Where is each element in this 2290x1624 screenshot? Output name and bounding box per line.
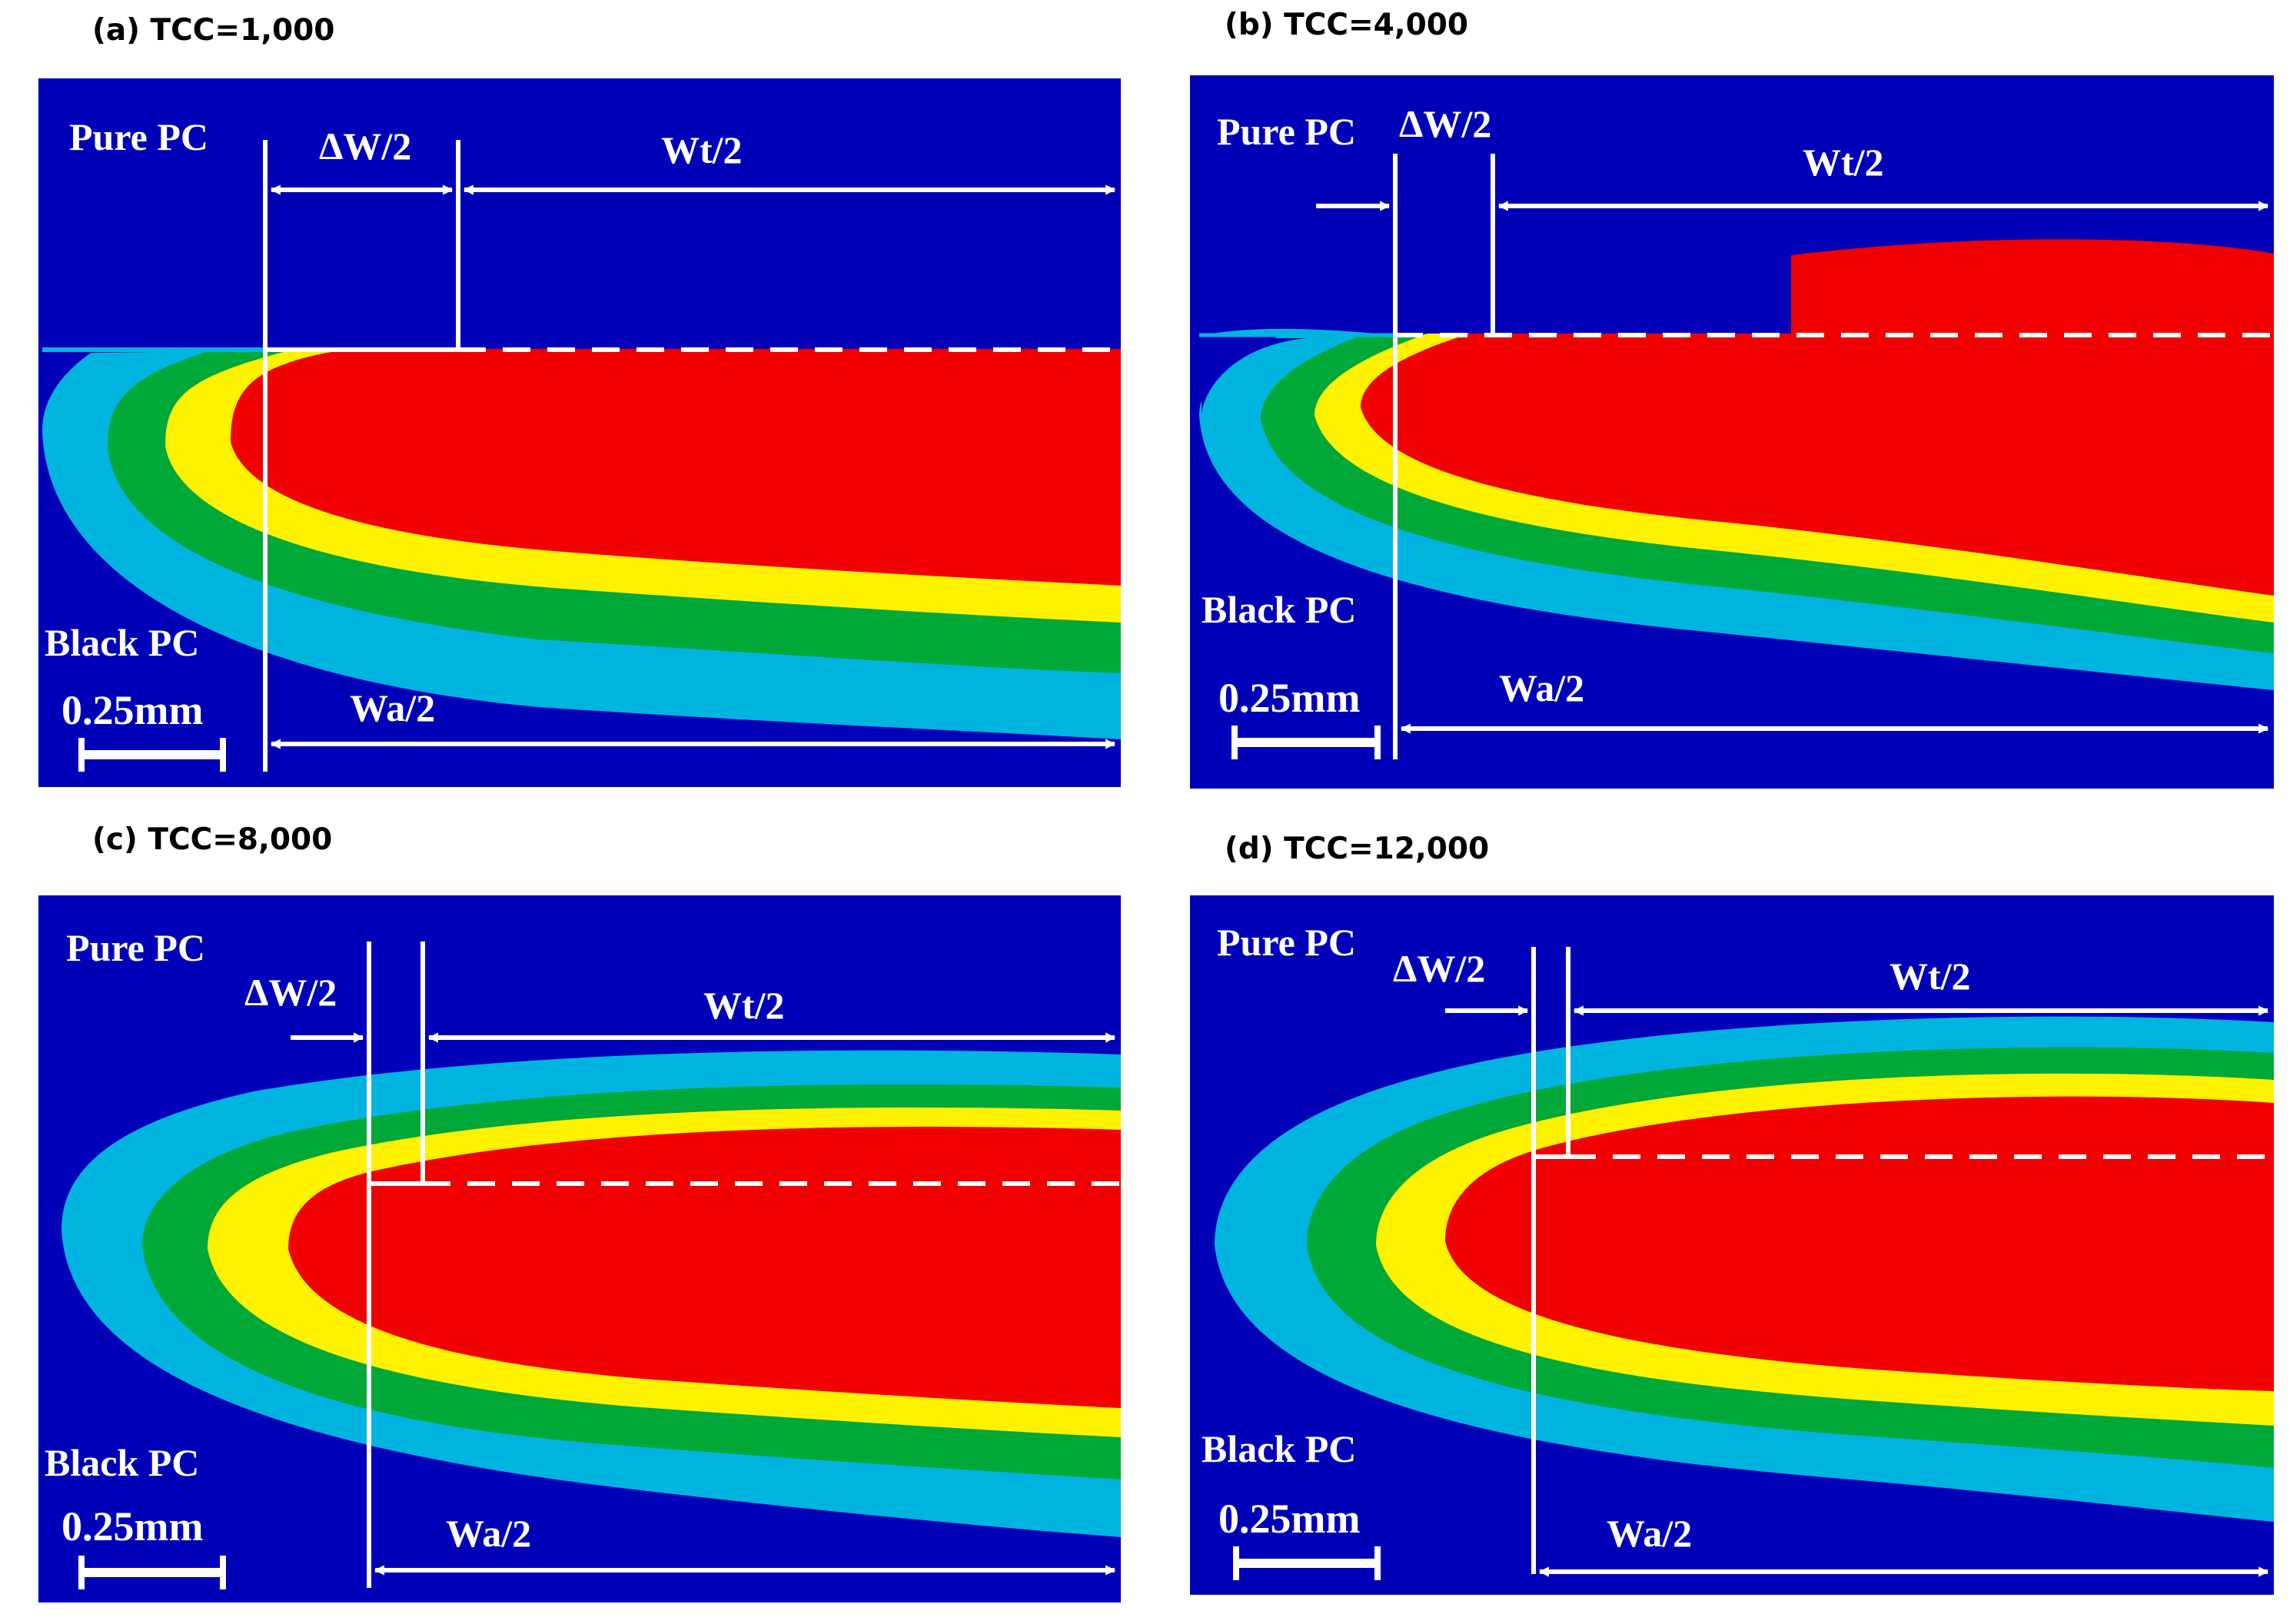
panel-b-wt-label: Wt/2 — [1803, 141, 1884, 184]
panel-b-wa-label: Wa/2 — [1499, 666, 1584, 709]
panel-b-bands — [1190, 75, 2274, 690]
panel-a-wa-label: Wa/2 — [350, 686, 435, 729]
panel-c-scale-label: 0.25mm — [61, 1503, 203, 1549]
panel-d-bands — [1215, 1016, 2274, 1522]
panel-c-wa-label: Wa/2 — [446, 1512, 531, 1555]
panel-b-pure-label: Pure PC — [1217, 110, 1356, 153]
panel-c-scale-bar — [78, 1556, 226, 1589]
panel-a-top-mask — [38, 78, 1121, 349]
panel-d-wa-label: Wa/2 — [1607, 1512, 1692, 1555]
panel-c-bands — [61, 1050, 1121, 1537]
panel-b: (b) TCC=4,000 Pure PC ΔW/2 Wt/2 Black PC — [1190, 8, 2274, 789]
panel-a: (a) TCC=1,000 Pure PC ΔW/2 Wt/2 Black PC… — [38, 13, 1121, 787]
panel-a-pure-label: Pure PC — [69, 115, 208, 158]
panel-c-pure-label: Pure PC — [66, 926, 205, 969]
panel-b-scale-bar — [1231, 726, 1381, 759]
panel-b-red-core — [1361, 271, 2274, 596]
panel-a-annotations: Pure PC ΔW/2 Wt/2 Black PC Wa/2 0.25mm — [42, 115, 1121, 772]
panel-c-annotations: Pure PC ΔW/2 Wt/2 Black PC Wa/2 0.25mm — [45, 926, 1121, 1589]
panel-b-black-label: Black PC — [1202, 588, 1356, 631]
panel-c-red-core — [288, 1126, 1121, 1408]
panel-d-pure-label: Pure PC — [1217, 921, 1356, 964]
panel-d-caption: (d) TCC=12,000 — [1225, 832, 1489, 866]
panel-b-dw-label: ΔW/2 — [1399, 102, 1491, 145]
panel-a-black-label: Black PC — [45, 621, 199, 664]
panel-a-red-core — [231, 320, 1121, 586]
panel-d-dw-label: ΔW/2 — [1393, 947, 1485, 990]
panel-d: (d) TCC=12,000 Pure PC ΔW/2 Wt/2 Black P… — [1190, 832, 2274, 1595]
panel-d-scale-bar — [1233, 1546, 1381, 1580]
panel-a-bands — [38, 78, 1121, 739]
panel-c-black-label: Black PC — [45, 1441, 199, 1484]
panel-b-caption: (b) TCC=4,000 — [1225, 8, 1468, 42]
panel-d-scale-label: 0.25mm — [1218, 1496, 1360, 1542]
panel-d-black-label: Black PC — [1202, 1427, 1356, 1470]
panel-c-dw-label: ΔW/2 — [244, 971, 337, 1014]
panel-a-scale-label: 0.25mm — [61, 687, 203, 733]
panel-b-annotations: Pure PC ΔW/2 Wt/2 Black PC Wa/2 0.25mm — [1199, 102, 2274, 759]
panel-a-dw-label: ΔW/2 — [319, 125, 411, 168]
panel-c-wt-label: Wt/2 — [703, 984, 785, 1027]
panel-a-scale-bar — [78, 738, 226, 772]
panel-c: (c) TCC=8,000 Pure PC ΔW/2 Wt/2 Black PC… — [38, 822, 1121, 1602]
panel-c-caption: (c) TCC=8,000 — [92, 822, 332, 857]
panel-d-red-core — [1445, 1096, 2274, 1391]
panel-b-scale-label: 0.25mm — [1218, 675, 1360, 721]
panel-a-wt-label: Wt/2 — [661, 128, 743, 171]
panel-d-wt-label: Wt/2 — [1889, 955, 1971, 998]
panel-a-caption: (a) TCC=1,000 — [92, 13, 334, 48]
panel-d-annotations: Pure PC ΔW/2 Wt/2 Black PC Wa/2 0.25mm — [1202, 921, 2274, 1580]
